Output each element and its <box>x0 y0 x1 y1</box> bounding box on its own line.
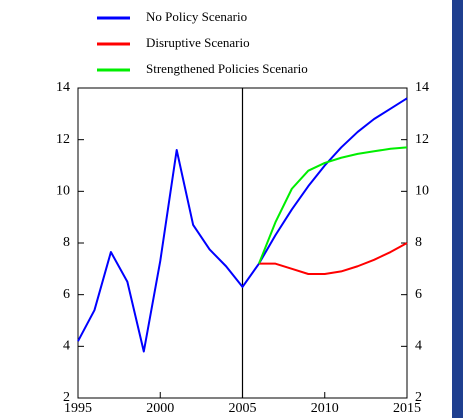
y2-tick-label: 6 <box>415 287 422 302</box>
series-line <box>258 242 408 275</box>
y-tick-label: 2 <box>63 390 70 405</box>
y2-tick-label: 14 <box>415 80 429 95</box>
y2-tick-label: 10 <box>415 184 429 199</box>
y-tick-label: 12 <box>56 132 70 147</box>
y-tick-label: 8 <box>63 235 70 250</box>
x-tick-label: 1995 <box>64 401 92 416</box>
y2-tick-label: 12 <box>415 132 429 147</box>
y-tick-label: 6 <box>63 287 70 302</box>
y2-tick-label: 2 <box>415 390 422 405</box>
y2-tick-label: 8 <box>415 235 422 250</box>
y2-tick-label: 4 <box>415 339 422 354</box>
y-tick-label: 10 <box>56 184 70 199</box>
y-tick-label: 4 <box>63 339 70 354</box>
series-line <box>77 97 408 353</box>
legend-label: No Policy Scenario <box>146 9 247 24</box>
series-line <box>258 146 408 265</box>
legend-label: Disruptive Scenario <box>146 35 250 50</box>
x-tick-label: 2010 <box>311 401 339 416</box>
x-tick-label: 2000 <box>146 401 174 416</box>
y-tick-label: 14 <box>56 80 70 95</box>
x-tick-label: 2005 <box>229 401 257 416</box>
legend-label: Strengthened Policies Scenario <box>146 61 308 76</box>
side-border <box>452 0 463 418</box>
x-tick-label: 2015 <box>393 401 421 416</box>
